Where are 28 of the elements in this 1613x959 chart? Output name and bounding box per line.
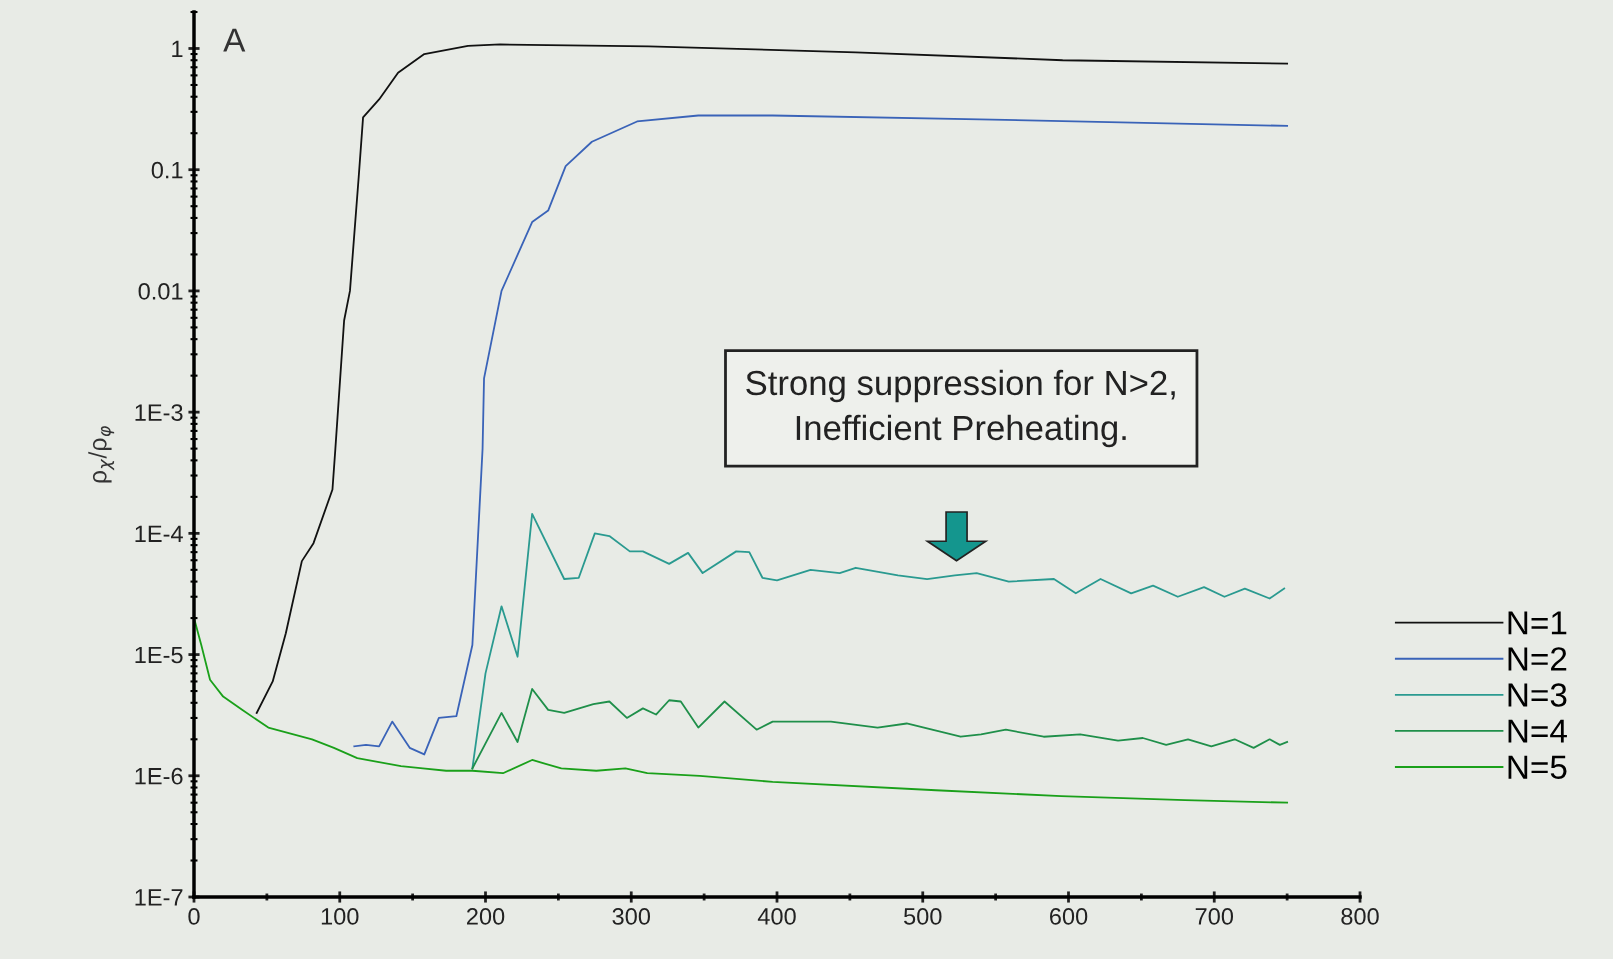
legend-label: N=3 (1508, 683, 1567, 707)
legend-label: N=2 (1508, 647, 1567, 671)
y-axis-title: ρ$_{χ}$/ρ$_{φ}$ (88, 426, 115, 483)
annotation: Strong suppression for N>2, Inefficient Preheating. (746, 369, 1175, 448)
x-tick-label: 500 (904, 908, 942, 925)
y-tick-label: 1E-7 (135, 889, 183, 906)
y-tick-label: 0.01 (138, 282, 183, 300)
x-tick-label: 700 (1195, 908, 1234, 925)
line-series (255, 43, 1289, 714)
line-series (471, 688, 1289, 770)
x-tick-label: 300 (612, 908, 651, 925)
legend-label: N=5 (1508, 755, 1567, 779)
y-tick-label: 1E-5 (135, 646, 183, 664)
y-tick-label: 1 (172, 40, 183, 58)
legend-label: N=1 (1508, 611, 1567, 635)
x-tick-label: 800 (1341, 908, 1379, 925)
line-series (353, 114, 1289, 756)
x-tick-label: 200 (466, 908, 505, 925)
x-tick-label: 600 (1050, 908, 1088, 925)
y-tick-label: 1E-4 (135, 525, 183, 542)
y-tick-label: 1E-6 (135, 767, 183, 785)
y-tick-label: 0.1 (151, 161, 183, 179)
x-tick-label: 400 (757, 908, 796, 925)
x-tick-label: 100 (321, 908, 359, 925)
legend-label: N=4 (1508, 719, 1567, 743)
annotation: A (223, 28, 246, 52)
x-tick-label: 0 (188, 908, 200, 925)
y-tick-label: 1E-3 (135, 404, 183, 421)
